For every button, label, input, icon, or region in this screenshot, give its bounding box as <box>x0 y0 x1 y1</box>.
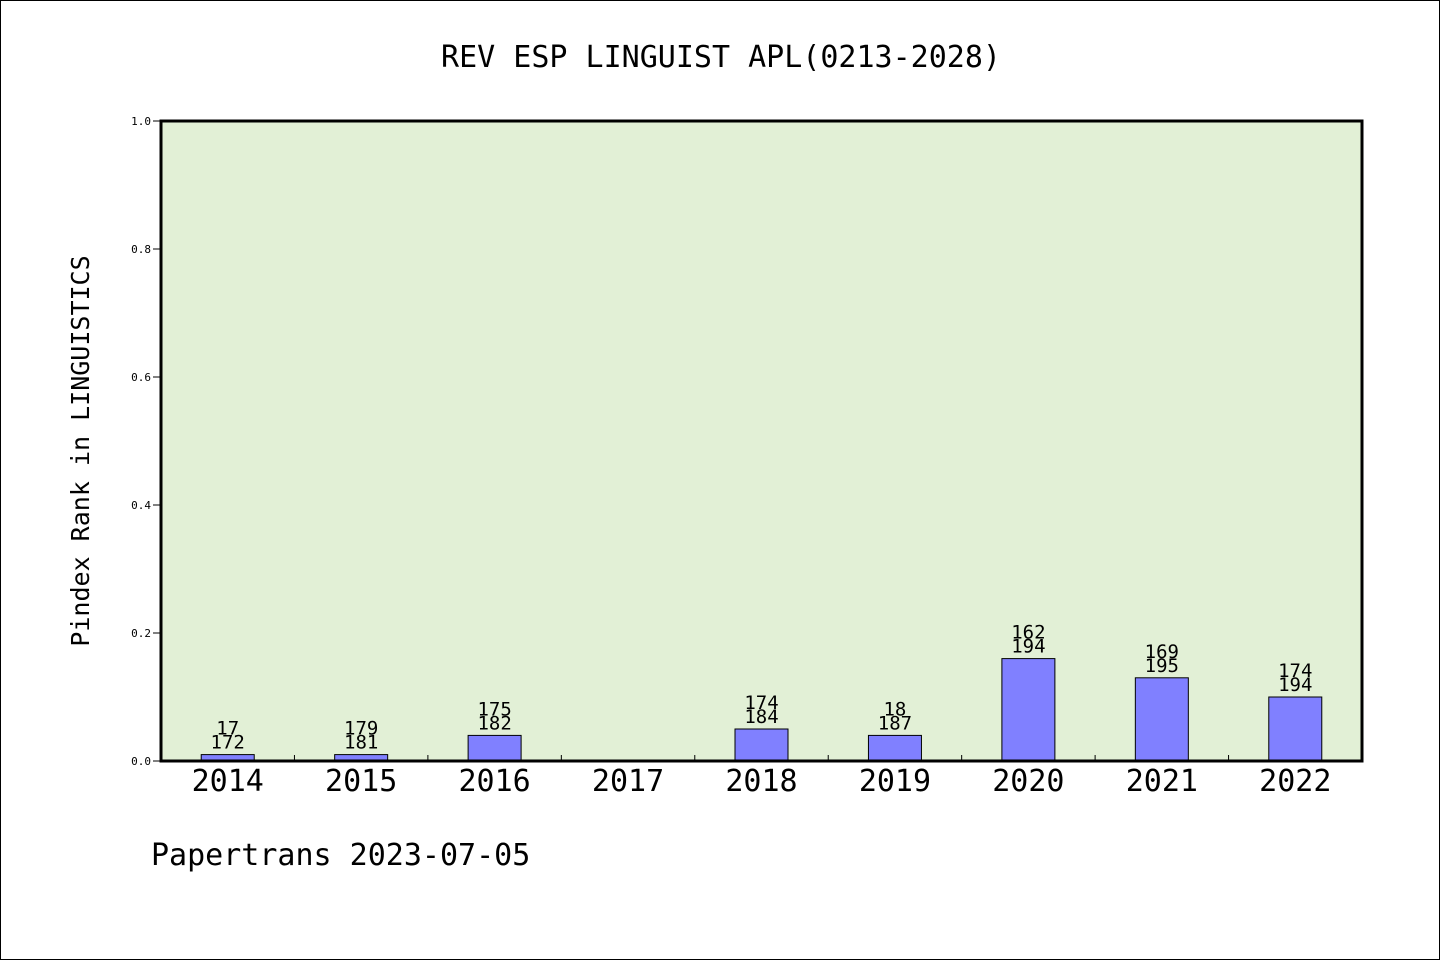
bar-total-label: 195 <box>1145 655 1179 677</box>
bar-rank-label: 18 <box>883 698 906 720</box>
x-tick-label: 2014 <box>192 764 264 799</box>
bar-total-label: 194 <box>1011 636 1045 658</box>
y-axis: 0.0 0.2 0.4 0.6 0.8 1.0 <box>131 115 161 768</box>
chart-title: REV ESP LINGUIST APL(0213-2028) <box>441 40 1001 75</box>
x-tick-label: 2018 <box>725 764 797 799</box>
bar <box>734 728 789 762</box>
bar <box>1134 677 1189 762</box>
bar-rank-label: 175 <box>477 698 511 720</box>
bar-total-label: 194 <box>1278 674 1312 696</box>
bar-total-label: 182 <box>477 712 511 734</box>
y-tick-label: 0.0 <box>131 755 151 768</box>
bar <box>867 734 922 762</box>
bar-total-label: 187 <box>878 712 912 734</box>
y-tick-label: 1.0 <box>131 115 151 128</box>
plot-border <box>159 119 1364 763</box>
x-tick-label: 2017 <box>592 764 664 799</box>
bar-rank-label: 169 <box>1145 641 1179 663</box>
y-tick-label: 0.8 <box>131 243 151 256</box>
y-axis-label: Pindex Rank in LINGUISTICS <box>66 255 95 646</box>
bar-rank-label: 179 <box>344 718 378 740</box>
x-tick-label: 2015 <box>325 764 397 799</box>
bar <box>1001 658 1056 762</box>
footer-text: Papertrans 2023-07-05 <box>151 838 530 873</box>
bar-rank-label: 17 <box>216 718 239 740</box>
bar-total-label: 181 <box>344 732 378 754</box>
y-tick-label: 0.6 <box>131 371 151 384</box>
bar-rank-label: 174 <box>744 692 778 714</box>
bar <box>1268 696 1323 762</box>
x-tick-label: 2020 <box>992 764 1064 799</box>
bar-total-label: 172 <box>211 732 245 754</box>
y-tick-label: 0.4 <box>131 499 151 512</box>
x-tick-label: 2022 <box>1259 764 1331 799</box>
bar-rank-label: 162 <box>1011 622 1045 644</box>
x-tick-label: 2016 <box>458 764 530 799</box>
bar <box>467 734 522 762</box>
y-tick-label: 0.2 <box>131 627 151 640</box>
plot-area <box>161 121 1362 761</box>
x-axis: 2014 2015 2016 2017 2018 2019 2020 2021 2022 <box>192 755 1331 799</box>
x-tick-label: 2021 <box>1126 764 1198 799</box>
bar-rank-label: 174 <box>1278 660 1312 682</box>
bar-total-label: 184 <box>744 706 778 728</box>
x-tick-label: 2019 <box>859 764 931 799</box>
